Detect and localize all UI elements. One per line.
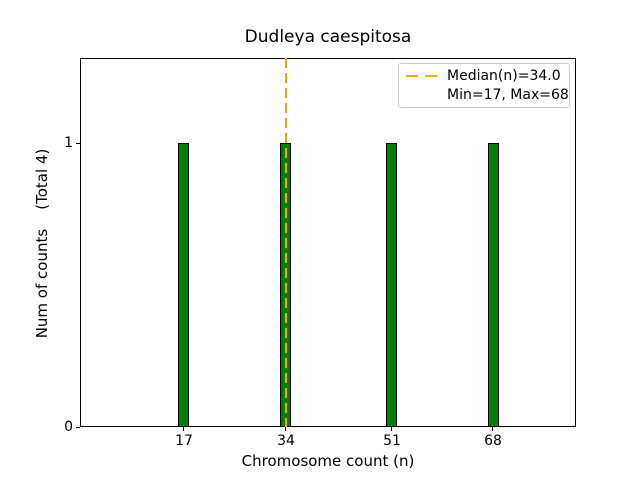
- empty-handle: [406, 94, 438, 96]
- x-tick-mark: [492, 427, 493, 431]
- dashed-line-icon: [406, 75, 438, 78]
- x-tick-label: 68: [484, 433, 502, 449]
- legend-entry-minmax: Min=17, Max=68: [406, 87, 569, 103]
- legend-label: Min=17, Max=68: [447, 86, 569, 103]
- legend-label: Median(n)=34.0: [447, 68, 561, 85]
- plot-area: [80, 58, 576, 427]
- y-tick-label: 1: [64, 135, 73, 151]
- bar-51: [386, 143, 397, 427]
- bar-17: [178, 143, 189, 427]
- x-tick-label: 17: [175, 433, 193, 449]
- y-tick-mark: [76, 427, 80, 428]
- bar-68: [488, 143, 499, 427]
- median-line: [285, 58, 287, 427]
- x-tick-label: 34: [277, 433, 295, 449]
- x-tick-mark: [285, 427, 286, 431]
- y-tick-label: 0: [64, 419, 73, 435]
- y-axis-label: Num of counts (Total 4): [33, 148, 51, 339]
- x-axis-label: Chromosome count (n): [241, 452, 415, 470]
- x-tick-mark: [391, 427, 392, 431]
- legend: Median(n)=34.0 Min=17, Max=68: [398, 63, 570, 108]
- x-tick-label: 51: [383, 433, 401, 449]
- y-tick-mark: [76, 143, 80, 144]
- legend-entry-median: Median(n)=34.0: [406, 68, 562, 84]
- chart-title: Dudleya caespitosa: [244, 27, 412, 47]
- x-tick-mark: [183, 427, 184, 431]
